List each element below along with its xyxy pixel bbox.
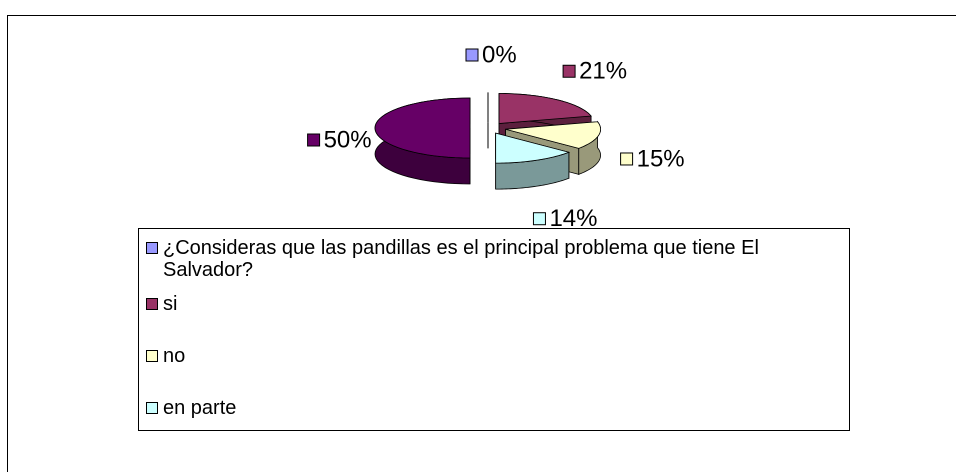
legend-label: no [163,345,186,367]
data-label: 14% [549,205,597,232]
legend-label: en parte [163,397,237,419]
data-label: 0% [482,41,517,68]
data-label: 15% [637,145,685,172]
legend-label: ¿Consideras que las pandillas es el prin… [163,237,759,281]
slice-top [495,132,571,164]
legend-item: no [146,345,843,367]
slice [495,132,571,190]
data-label: 50% [324,126,372,153]
data-label: 21% [579,58,627,85]
legend-item: si [146,293,843,315]
legend-key [146,298,158,310]
legend-key [146,350,158,362]
label-key [465,48,479,62]
label-key [307,133,321,147]
slice-top [505,121,601,149]
legend-item: en parte [146,397,843,419]
slice-top [374,97,471,159]
legend-key [146,402,158,414]
legend-key [146,242,158,254]
label-key [562,64,576,78]
legend-label: si [163,293,178,315]
slice [374,97,471,185]
label-key [532,212,546,226]
legend-item: ¿Consideras que las pandillas es el prin… [146,237,843,281]
label-key [620,152,634,166]
slice-top [498,93,592,124]
legend: ¿Consideras que las pandillas es el prin… [138,228,850,431]
